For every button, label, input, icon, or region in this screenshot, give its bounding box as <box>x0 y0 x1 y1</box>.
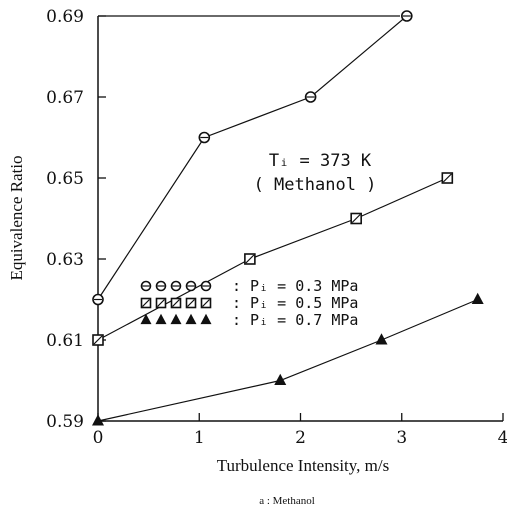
data-point <box>375 333 388 345</box>
legend: : Pᵢ = 0.3 MPa: Pᵢ = 0.5 MPa: Pᵢ = 0.7 M… <box>140 277 358 329</box>
series-markers <box>91 10 484 426</box>
legend-entry: : Pᵢ = 0.3 MPa <box>140 277 358 295</box>
x-tick-label: 2 <box>295 428 306 448</box>
x-tick-label: 0 <box>93 428 104 448</box>
square-marker-hatch <box>187 299 195 307</box>
y-tick-label: 0.67 <box>46 88 84 108</box>
triangle-marker <box>200 313 212 325</box>
plot-frame <box>97 15 503 422</box>
square-marker-hatch <box>172 299 180 307</box>
data-point <box>401 10 413 22</box>
triangle-marker <box>155 313 167 325</box>
axis-ticks: 0.59 0.61 0.63 0.65 0.67 0.69 0 1 2 3 4 <box>46 7 507 448</box>
triangle-marker <box>471 292 484 304</box>
square-marker-hatch <box>202 299 210 307</box>
annotation: Tᵢ = 373 K ( Methanol ) <box>254 151 377 195</box>
triangle-marker <box>170 313 182 325</box>
x-axis-title: Turbulence Intensity, m/s <box>217 456 390 475</box>
y-tick-label: 0.63 <box>46 250 84 270</box>
y-tick-label: 0.69 <box>46 7 84 27</box>
square-marker-hatch <box>142 299 150 307</box>
x-tick-label: 1 <box>194 428 205 448</box>
square-marker-hatch <box>442 173 452 183</box>
legend-label: : Pᵢ = 0.7 MPa <box>232 311 358 329</box>
data-point <box>92 334 104 346</box>
square-marker-hatch <box>351 214 361 223</box>
square-marker-hatch <box>245 254 255 264</box>
y-tick-label: 0.61 <box>46 331 84 351</box>
data-point <box>274 373 287 385</box>
data-point <box>304 91 317 103</box>
triangle-marker <box>274 373 287 385</box>
series-line-3 <box>97 298 478 422</box>
data-point <box>244 253 256 265</box>
annotation-line-1: Tᵢ = 373 K <box>269 151 372 171</box>
data-point <box>198 131 211 144</box>
legend-entry: : Pᵢ = 0.7 MPa <box>140 311 358 329</box>
y-tick-label: 0.65 <box>46 169 84 189</box>
legend-label: : Pᵢ = 0.3 MPa <box>232 277 358 295</box>
data-point <box>92 293 104 306</box>
y-axis-title: Equivalence Ratio <box>7 155 26 280</box>
data-point <box>350 212 362 225</box>
data-point <box>471 292 484 304</box>
y-tick-label: 0.59 <box>46 412 84 432</box>
series-lines <box>97 15 478 422</box>
triangle-marker <box>91 414 105 426</box>
square-marker-hatch <box>157 299 165 307</box>
data-point <box>91 414 105 426</box>
annotation-line-2: ( Methanol ) <box>254 175 377 195</box>
triangle-marker <box>185 313 197 325</box>
triangle-marker <box>140 313 152 325</box>
square-marker-hatch <box>93 335 103 345</box>
data-point <box>441 172 454 184</box>
series-line-1 <box>97 15 408 300</box>
x-tick-label: 3 <box>396 428 407 448</box>
figure-caption: a : Methanol <box>259 495 315 507</box>
legend-label: : Pᵢ = 0.5 MPa <box>232 294 358 312</box>
triangle-marker <box>375 333 388 345</box>
x-tick-label: 4 <box>498 428 507 448</box>
legend-entry: : Pᵢ = 0.5 MPa <box>140 294 358 312</box>
